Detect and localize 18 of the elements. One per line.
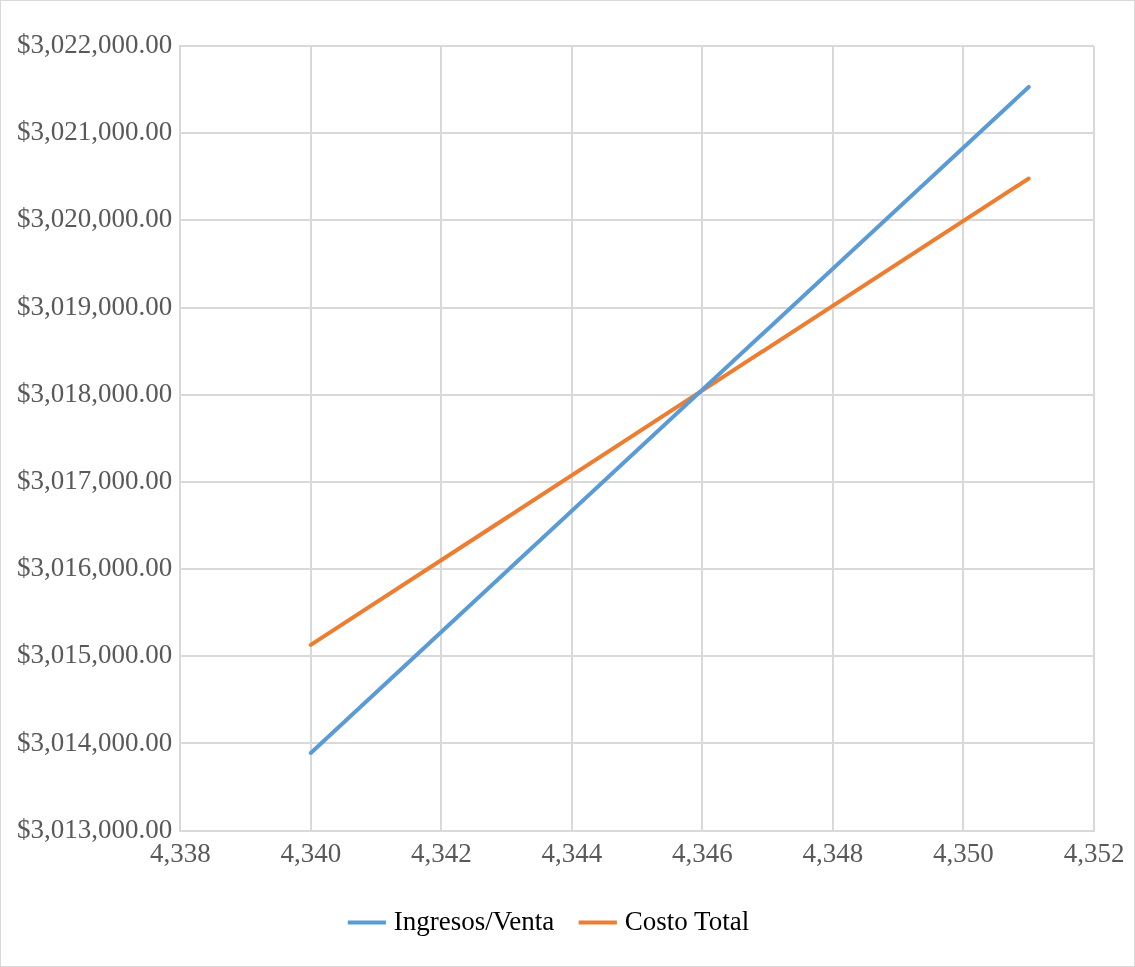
y-tick-label: $3,017,000.00 (17, 464, 173, 495)
y-tick-label: $3,021,000.00 (17, 116, 173, 147)
y-tick-label: $3,022,000.00 (17, 29, 173, 60)
legend-label: Ingresos/Venta (393, 905, 555, 936)
y-tick-label: $3,016,000.00 (17, 552, 173, 583)
x-tick-label: 4,348 (802, 837, 864, 868)
x-tick-label: 4,350 (933, 837, 994, 868)
x-tick-label: 4,352 (1063, 837, 1125, 868)
y-tick-label: $3,014,000.00 (17, 726, 173, 757)
legend-label: Costo Total (624, 905, 750, 936)
y-tick-label: $3,020,000.00 (17, 203, 173, 234)
x-tick-label: 4,344 (541, 837, 603, 868)
y-tick-label: $3,018,000.00 (17, 377, 173, 408)
y-tick-label: $3,015,000.00 (17, 639, 173, 670)
x-tick-label: 4,346 (672, 837, 733, 868)
x-tick-label: 4,340 (280, 837, 342, 868)
y-tick-label: $3,019,000.00 (17, 290, 173, 321)
x-tick-label: 4,342 (410, 837, 472, 868)
